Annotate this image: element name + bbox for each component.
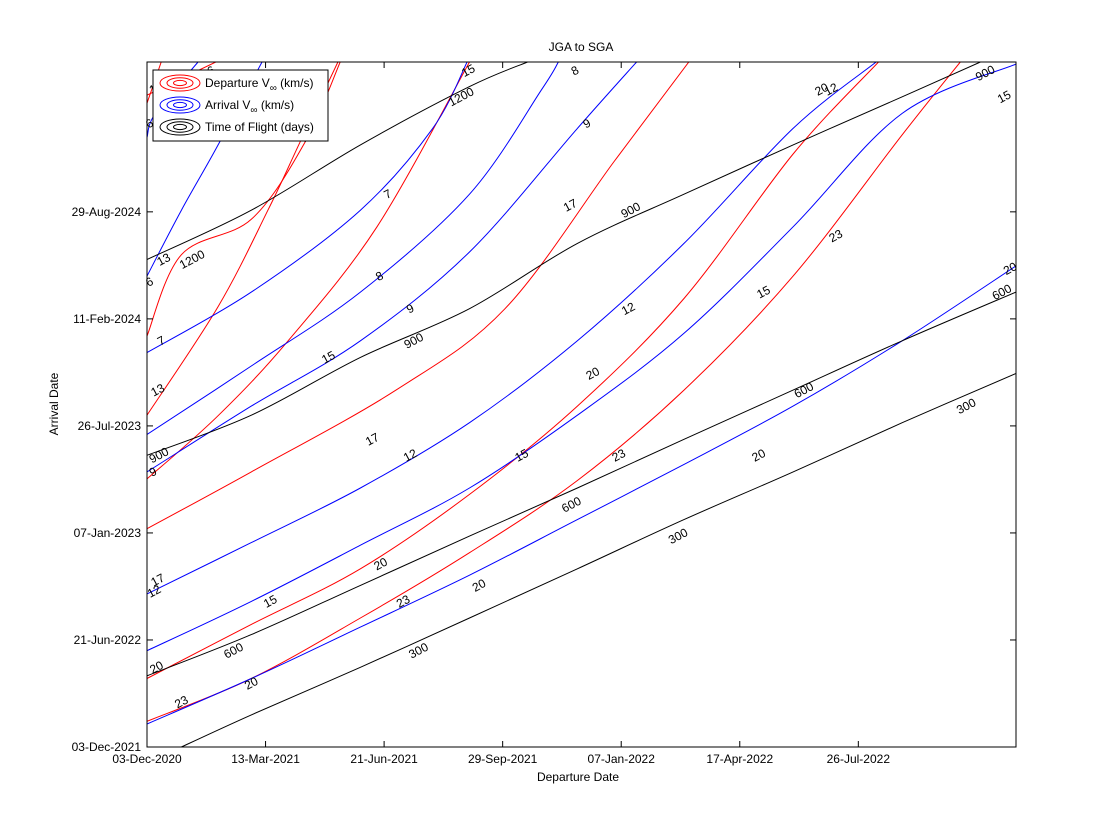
arrival-contour-label: 20 bbox=[242, 674, 261, 693]
arrival-contour-15 bbox=[147, 63, 1016, 652]
departure-contour-label: 13 bbox=[154, 250, 173, 269]
legend-entry-label: Departure V∞ (km/s) bbox=[205, 76, 314, 94]
departure-contour-label: 20 bbox=[147, 658, 166, 677]
chart-title: JGA to SGA bbox=[549, 40, 614, 54]
departure-contour-label: 23 bbox=[394, 592, 413, 611]
arrival-contour-8 bbox=[147, 62, 559, 435]
y-tick-label: 11-Feb-2024 bbox=[73, 312, 141, 326]
arrival-contour-label: 20 bbox=[750, 446, 769, 465]
arrival-contour-label: 15 bbox=[512, 446, 531, 465]
x-tick-label: 17-Apr-2022 bbox=[706, 752, 773, 766]
departure-contour-label: 20 bbox=[371, 555, 390, 574]
x-tick-label: 03-Dec-2020 bbox=[112, 752, 182, 766]
arrival-contour-20 bbox=[147, 265, 1016, 725]
arrival-contour-label: 12 bbox=[401, 446, 420, 465]
y-tick-label: 26-Jul-2023 bbox=[78, 419, 142, 433]
arrival-contour-label: 12 bbox=[619, 299, 638, 318]
departure-contour-20 bbox=[147, 62, 879, 679]
legend-contour-icon bbox=[159, 74, 201, 92]
y-tick-label: 07-Jan-2023 bbox=[74, 526, 142, 540]
departure-contour-label: 13 bbox=[149, 381, 168, 400]
arrival-contour-label: 12 bbox=[145, 582, 164, 601]
departure-contour-17 bbox=[147, 62, 690, 530]
x-tick-label: 21-Jun-2021 bbox=[350, 752, 418, 766]
x-axis-title: Departure Date bbox=[537, 770, 619, 784]
x-tick-label: 29-Sep-2021 bbox=[468, 752, 538, 766]
legend-contour-icon bbox=[159, 118, 201, 136]
departure-contour-label: 17 bbox=[149, 571, 168, 590]
plot-area bbox=[147, 62, 1016, 747]
arrival-contour-label: 20 bbox=[1001, 259, 1020, 278]
departure-contour-15 bbox=[147, 62, 470, 480]
arrival-contour-label: 20 bbox=[470, 576, 489, 595]
departure-contour-label: 23 bbox=[610, 446, 629, 465]
departure-contour-label: 15 bbox=[459, 61, 478, 80]
legend-entry-label: Time of Flight (days) bbox=[205, 120, 314, 134]
y-axis-title: Arrival Date bbox=[47, 372, 61, 435]
tof-contour-300 bbox=[181, 373, 1016, 747]
arrival-contour-9 bbox=[147, 62, 637, 473]
y-tick-label: 21-Jun-2022 bbox=[74, 633, 142, 647]
legend-entry-label: Arrival V∞ (km/s) bbox=[205, 98, 294, 116]
x-tick-label: 26-Jul-2022 bbox=[827, 752, 891, 766]
departure-contour-label: 20 bbox=[584, 364, 603, 383]
departure-contour-23 bbox=[147, 62, 961, 722]
legend: Departure V∞ (km/s) Arrival V∞ (km/s) Time… bbox=[152, 69, 329, 142]
legend-contour-icon bbox=[159, 96, 201, 114]
departure-contour-label: 20 bbox=[812, 80, 831, 99]
arrival-contour-label: 15 bbox=[754, 283, 773, 302]
axis-ticks: 03-Dec-2020 13-Mar-2021 21-Jun-2021 29-Sep-… bbox=[72, 62, 1016, 766]
departure-contour-label: 17 bbox=[561, 196, 580, 215]
y-tick-label: 03-Dec-2021 bbox=[72, 740, 142, 754]
tof-contour-600 bbox=[147, 291, 1016, 677]
arrival-contour-label: 15 bbox=[995, 87, 1014, 106]
departure-contour-label: 23 bbox=[827, 226, 846, 245]
plot-frame bbox=[146, 61, 1017, 748]
y-tick-label: 29-Aug-2024 bbox=[72, 205, 142, 219]
x-tick-label: 07-Jan-2022 bbox=[588, 752, 656, 766]
arrival-contour-7 bbox=[147, 62, 468, 354]
departure-contour-label: 15 bbox=[319, 348, 338, 367]
departure-contour-label: 23 bbox=[172, 693, 191, 712]
arrival-contour-label: 12 bbox=[822, 80, 841, 99]
tof-contour-1200 bbox=[147, 62, 528, 260]
x-tick-label: 13-Mar-2021 bbox=[231, 752, 300, 766]
arrival-contour-label: 15 bbox=[261, 592, 280, 611]
tof-contour-900 bbox=[147, 62, 981, 456]
arrival-contour-12 bbox=[147, 62, 877, 595]
departure-contour-label: 17 bbox=[363, 430, 382, 449]
contour-labels: 6113131315151717172020202023232323667788… bbox=[143, 61, 1019, 711]
